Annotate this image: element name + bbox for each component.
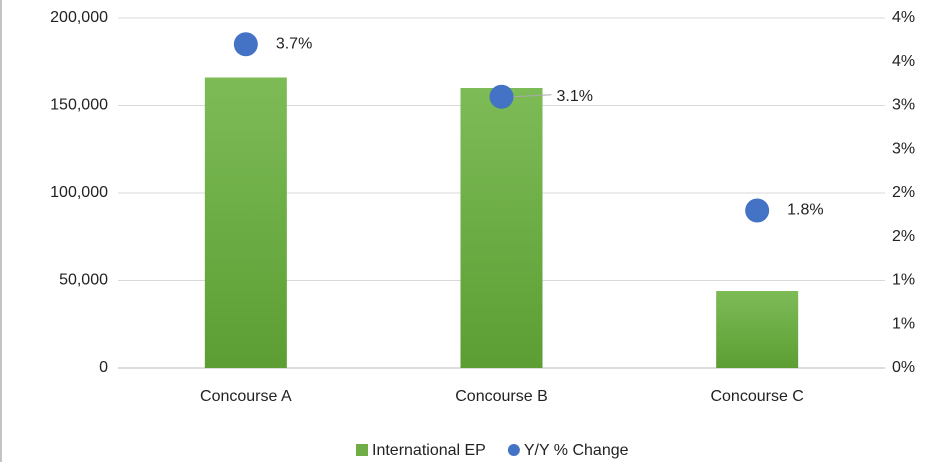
data-label: 1.8% (787, 202, 823, 219)
y2-tick-label: 2% (892, 228, 915, 245)
bar (716, 291, 799, 368)
point (489, 84, 514, 109)
y2-tick-label: 2% (892, 184, 915, 201)
point (745, 198, 770, 223)
data-label: 3.7% (276, 35, 312, 52)
y-tick-label: 200,000 (50, 9, 108, 26)
legend-label: International EP (372, 442, 486, 459)
x-tick-label: Concourse A (200, 388, 292, 405)
y2-tick-label: 1% (892, 315, 915, 332)
legend-swatch (507, 444, 520, 456)
y2-tick-label: 4% (892, 9, 915, 26)
leader-line (513, 94, 552, 98)
legend-label: Y/Y % Change (524, 442, 629, 459)
y2-tick-label: 3% (892, 140, 915, 157)
x-tick-label: Concourse C (710, 388, 803, 405)
bar (204, 77, 287, 368)
point (233, 32, 258, 57)
y-tick-label: 50,000 (59, 272, 108, 289)
y2-tick-label: 1% (892, 272, 915, 289)
y2-tick-label: 0% (892, 359, 915, 376)
data-label: 3.1% (557, 88, 593, 105)
y-tick-label: 100,000 (50, 184, 108, 201)
legend-swatch (356, 444, 368, 456)
bar (460, 88, 543, 368)
y2-tick-label: 3% (892, 97, 915, 114)
y-tick-label: 150,000 (50, 97, 108, 114)
y2-tick-label: 4% (892, 53, 915, 70)
y-tick-label: 0 (99, 359, 108, 376)
x-tick-label: Concourse B (455, 388, 548, 405)
